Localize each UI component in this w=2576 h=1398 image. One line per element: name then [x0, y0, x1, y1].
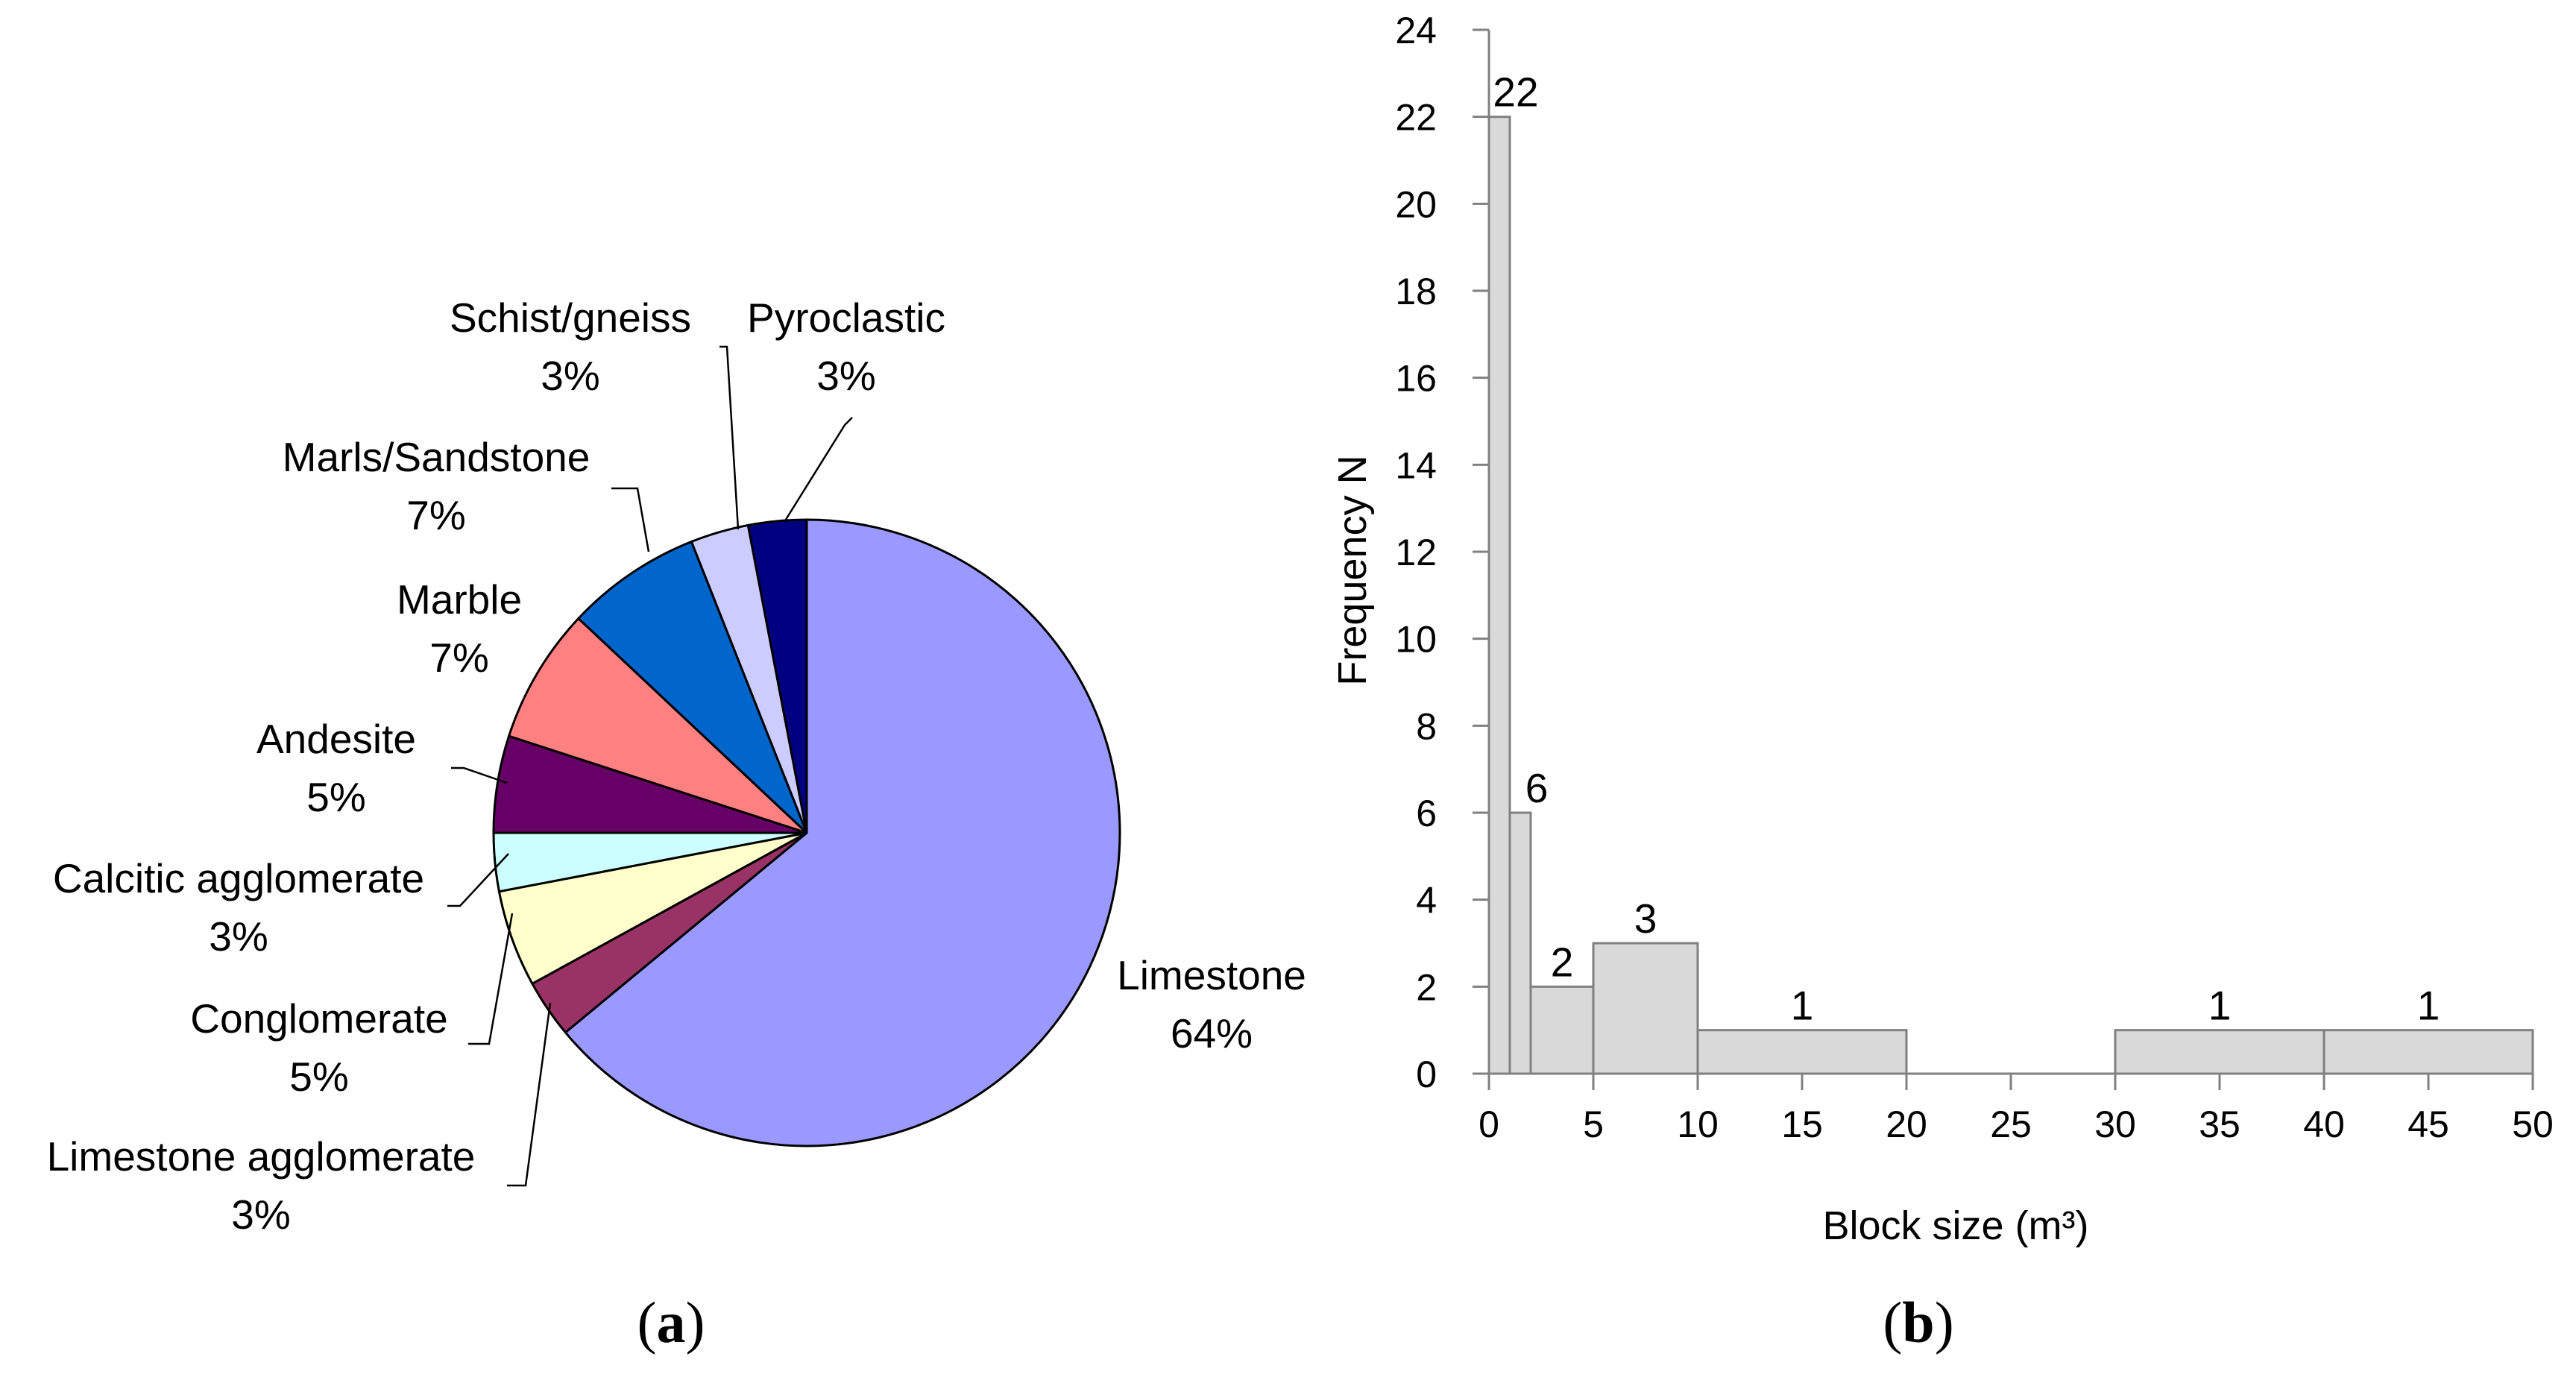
leader-line-andesite [451, 766, 508, 784]
leader-line-marls-sandstone [611, 487, 650, 552]
y-tick-label: 2 [1416, 966, 1437, 1008]
y-tick-label: 8 [1416, 705, 1437, 747]
x-tick-label: 50 [2512, 1103, 2554, 1145]
y-tick-label: 20 [1395, 183, 1437, 225]
histogram-bar [2114, 1029, 2325, 1075]
leader-line-limestone-agglomerate [507, 1002, 552, 1187]
bar-value-label: 1 [2208, 983, 2232, 1029]
x-tick-label: 40 [2303, 1103, 2345, 1145]
leader-line-pyroclastic [783, 417, 853, 523]
pie-label-limestone-agglomerate: Limestone agglomerate [47, 1133, 476, 1180]
pie-slice-marble [507, 617, 808, 834]
pie-pct-andesite: 5% [306, 774, 366, 820]
leader-line-conglomerate [468, 913, 514, 1045]
pie-pct-limestone-agglomerate: 3% [231, 1191, 291, 1238]
bar-value-label: 1 [1791, 983, 1814, 1029]
pie-label-schist-gneiss: Schist/gneiss [450, 295, 691, 341]
bar-value-label: 2 [1551, 939, 1574, 985]
x-tick-label: 25 [1990, 1103, 2032, 1145]
y-tick-label: 6 [1416, 793, 1437, 834]
pie-pct-marble: 7% [429, 635, 489, 681]
pie-label-marble: Marble [397, 576, 522, 623]
x-tick-label: 30 [2094, 1103, 2136, 1145]
pie-pct-pyroclastic: 3% [816, 353, 876, 399]
histogram-bars [1487, 116, 2534, 1075]
pie-pct-limestone: 64% [1171, 1010, 1253, 1057]
bar-value-label: 6 [1525, 765, 1549, 811]
pie-label-marls-sandstone: Marls/Sandstone [283, 434, 591, 480]
y-tick-label: 16 [1395, 358, 1437, 400]
y-tick-label: 14 [1395, 444, 1437, 486]
histogram-bar [1592, 942, 1699, 1075]
panel-label-b: (b) [1883, 1290, 1953, 1355]
histogram-bar [1508, 811, 1532, 1075]
pie-labels: Limestone 64% Limestone agglomerate 3% Congl… [47, 295, 1306, 1238]
histogram-bar [1696, 1029, 1908, 1075]
leader-line-schist-gneiss [719, 345, 740, 530]
x-tick-label: 10 [1677, 1103, 1719, 1145]
pie-pct-schist-gneiss: 3% [541, 353, 600, 399]
pie-pct-conglomerate: 5% [289, 1054, 349, 1100]
x-tick-label: 45 [2407, 1103, 2449, 1145]
pie-chart: Limestone 64% Limestone agglomerate 3% Congl… [47, 295, 1306, 1355]
y-tick-label: 18 [1395, 271, 1437, 312]
pie-label-andesite: Andesite [256, 716, 416, 762]
y-tick-label: 22 [1395, 97, 1437, 139]
y-tick-label: 0 [1416, 1054, 1437, 1095]
pie-label-calcitic-agglomerate: Calcitic agglomerate [53, 855, 424, 901]
panel-label-a: (a) [637, 1290, 705, 1355]
pie-slice-limestone [564, 518, 1121, 1147]
bar-value-label: 22 [1493, 69, 1538, 116]
x-axis-title: Block size (m³) [1822, 1203, 2088, 1248]
bar-value-label: 3 [1634, 895, 1657, 942]
y-tick-label: 10 [1395, 619, 1437, 661]
pie-slice-marls-sandstone [576, 540, 808, 834]
x-tick-label: 20 [1886, 1103, 1927, 1145]
x-tick-label: 15 [1781, 1103, 1823, 1145]
y-tick-label: 24 [1395, 10, 1437, 51]
histogram-bar [1487, 116, 1511, 1075]
leader-line-calcitic-agglomerate [447, 853, 509, 907]
x-tick-label: 35 [2199, 1103, 2240, 1145]
histogram-bar [2323, 1029, 2534, 1075]
histogram-bar [1529, 985, 1595, 1075]
pie-slice-pyroclastic [746, 518, 808, 834]
pie-label-conglomerate: Conglomerate [190, 995, 447, 1042]
x-tick-label: 0 [1478, 1103, 1499, 1145]
pie-slices [492, 518, 1121, 1147]
y-tick-label: 4 [1416, 880, 1437, 922]
pie-leader-lines [447, 345, 853, 1187]
x-tick-label: 5 [1583, 1103, 1604, 1145]
pie-pct-marls-sandstone: 7% [406, 492, 466, 538]
y-axis-title: Frequency N [1330, 455, 1375, 685]
pie-label-limestone: Limestone [1117, 952, 1306, 998]
pie-pct-calcitic-agglomerate: 3% [209, 913, 268, 960]
histogram-bar-labels: 22 6 2 3 1 1 1 [1493, 69, 2440, 1029]
y-tick-label: 12 [1395, 532, 1437, 573]
bar-value-label: 1 [2417, 983, 2440, 1029]
pie-label-pyroclastic: Pyroclastic [747, 295, 945, 341]
